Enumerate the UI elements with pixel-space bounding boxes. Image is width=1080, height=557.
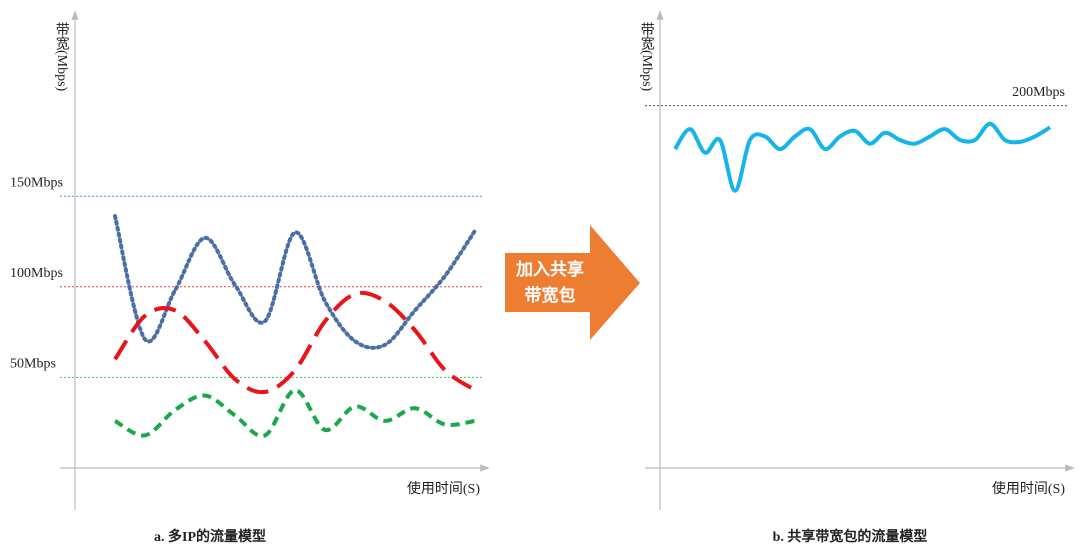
y-tick-label: 100Mbps — [10, 266, 63, 281]
arrow-text: 带宽包 — [525, 285, 576, 306]
series-line — [113, 388, 476, 438]
x-axis-label: 使用时间(S) — [407, 480, 480, 497]
arrow-text: 加入共享 — [515, 259, 584, 280]
caption: a. 多IP的流量模型 — [154, 528, 266, 545]
series-line — [113, 290, 477, 395]
series-line — [673, 121, 1052, 193]
series-line — [113, 214, 477, 350]
arrow-shape — [505, 225, 640, 340]
y-tick-label: 200Mbps — [1012, 85, 1065, 100]
caption: b. 共享带宽包的流量模型 — [773, 528, 928, 545]
merge-arrow: 加入共享 带宽包 — [505, 225, 640, 340]
y-tick-label: 50Mbps — [10, 357, 56, 372]
y-axis-label: 带宽(Mbps) — [54, 22, 70, 92]
x-axis-label: 使用时间(S) — [992, 480, 1065, 497]
y-axis-label: 带宽(Mbps) — [639, 22, 655, 92]
y-tick-label: 150Mbps — [10, 175, 63, 190]
